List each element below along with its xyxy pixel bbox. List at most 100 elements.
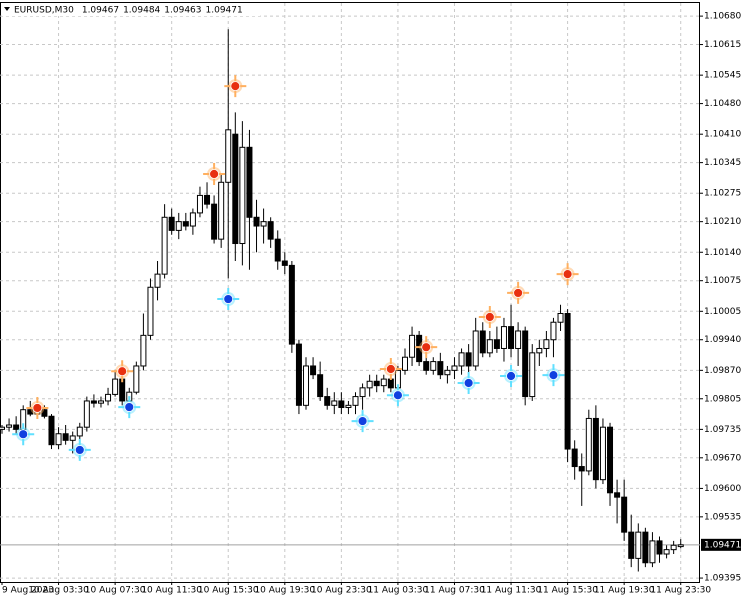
header-value: 1.09467 xyxy=(82,6,119,16)
candle-body xyxy=(493,339,500,349)
y-tick-label: 1.10345 xyxy=(704,158,741,168)
header-value: 1.09484 xyxy=(123,6,160,16)
candle-body xyxy=(105,393,112,402)
sell-signal xyxy=(203,162,226,185)
buy-signal-dot xyxy=(223,294,234,304)
sell-signal-dot xyxy=(32,403,43,413)
candle-body xyxy=(500,326,507,349)
sell-signal xyxy=(507,281,530,304)
y-tick-label: 1.09395 xyxy=(704,574,741,584)
buy-signal xyxy=(542,364,565,387)
candle-body xyxy=(147,286,154,336)
candle-body xyxy=(6,424,13,428)
buy-signal xyxy=(68,438,91,461)
sell-signal xyxy=(111,360,134,383)
buy-signal-dot xyxy=(124,402,135,412)
candle-body xyxy=(550,321,557,341)
candle-body xyxy=(635,531,642,559)
candle-body xyxy=(430,361,437,371)
candle-body xyxy=(677,544,684,548)
buy-signal xyxy=(12,423,35,446)
buy-signal-dot xyxy=(18,429,29,440)
sell-signal xyxy=(26,396,49,419)
candle-body xyxy=(359,387,366,398)
candle-body xyxy=(437,361,444,376)
header-box xyxy=(2,3,260,16)
sell-signal-dot xyxy=(209,169,220,179)
buy-signal xyxy=(217,288,240,311)
candle-body xyxy=(303,365,310,406)
y-tick-label: 1.09940 xyxy=(704,335,741,345)
buy-signal xyxy=(118,396,141,419)
candle-body xyxy=(97,400,104,404)
candle-body xyxy=(621,496,628,533)
y-tick-label: 1.09535 xyxy=(704,512,741,522)
sell-signal xyxy=(478,305,501,328)
buy-signal xyxy=(500,365,523,388)
grid xyxy=(0,3,700,582)
candle-body xyxy=(380,378,387,387)
candle-body xyxy=(345,404,352,409)
candle-body xyxy=(557,312,564,323)
current-price-box xyxy=(701,538,741,551)
candle-body xyxy=(140,334,147,367)
y-tick-label: 1.10210 xyxy=(704,217,741,227)
candle-body xyxy=(310,365,317,376)
candle-body xyxy=(13,424,20,430)
candle-body xyxy=(585,417,592,472)
candle-body xyxy=(0,426,5,430)
y-tick-label: 1.10075 xyxy=(704,276,741,286)
candle-body xyxy=(317,374,324,398)
candle-body xyxy=(472,330,479,367)
y-tick-label: 1.09670 xyxy=(704,453,741,463)
candle-body xyxy=(27,409,34,415)
sell-signal xyxy=(379,358,402,381)
x-tick-label: 10 Aug 03:30 xyxy=(28,586,89,596)
candle-body xyxy=(331,400,338,406)
sell-signal-dot xyxy=(484,312,495,322)
candle-body xyxy=(225,129,232,183)
candle-body xyxy=(48,415,55,446)
candle-body xyxy=(592,417,599,481)
candle-body xyxy=(119,378,126,402)
y-tick-label: 1.10680 xyxy=(704,12,741,22)
candle-body xyxy=(642,531,649,564)
candle-body xyxy=(628,531,635,559)
candle-body xyxy=(69,435,76,441)
candle-body xyxy=(522,330,529,398)
y-tick-label: 1.10275 xyxy=(704,189,741,199)
header-value: 1.09463 xyxy=(164,6,201,16)
sell-signal-dot xyxy=(385,364,396,374)
candle-body xyxy=(90,400,97,404)
sell-signal xyxy=(556,263,579,286)
candle-body xyxy=(465,352,472,367)
x-tick-label: 10 Aug 07:30 xyxy=(85,586,146,596)
marks xyxy=(0,29,684,572)
candle-body xyxy=(324,396,331,406)
candle-body xyxy=(387,378,394,389)
candle-body xyxy=(62,433,69,441)
x-tick-label: 11 Aug 23:30 xyxy=(650,586,711,596)
y-tick-label: 1.10140 xyxy=(704,248,741,258)
candle-body xyxy=(444,369,451,376)
y-tick-label: 1.10480 xyxy=(704,99,741,109)
candle-body xyxy=(578,466,585,472)
buy-signal xyxy=(386,384,409,407)
y-tick-label: 1.09735 xyxy=(704,425,741,435)
candle-body xyxy=(451,365,458,371)
candle-body xyxy=(133,365,140,393)
plot-frame xyxy=(0,2,700,583)
header-arrow xyxy=(4,7,10,11)
symbol-title: EURUSD,M30 xyxy=(14,6,74,16)
candle-body xyxy=(253,216,260,227)
y-tick-label: 1.09805 xyxy=(704,394,741,404)
candle-body xyxy=(670,544,677,551)
buy-signal-dot xyxy=(463,378,474,388)
candle-body xyxy=(246,146,253,218)
candle-body xyxy=(55,433,62,446)
y-tick-label: 1.10005 xyxy=(704,307,741,317)
x-tick-label: 10 Aug 15:30 xyxy=(198,586,259,596)
candle-body xyxy=(564,312,571,450)
buy-signal-dot xyxy=(393,390,403,401)
